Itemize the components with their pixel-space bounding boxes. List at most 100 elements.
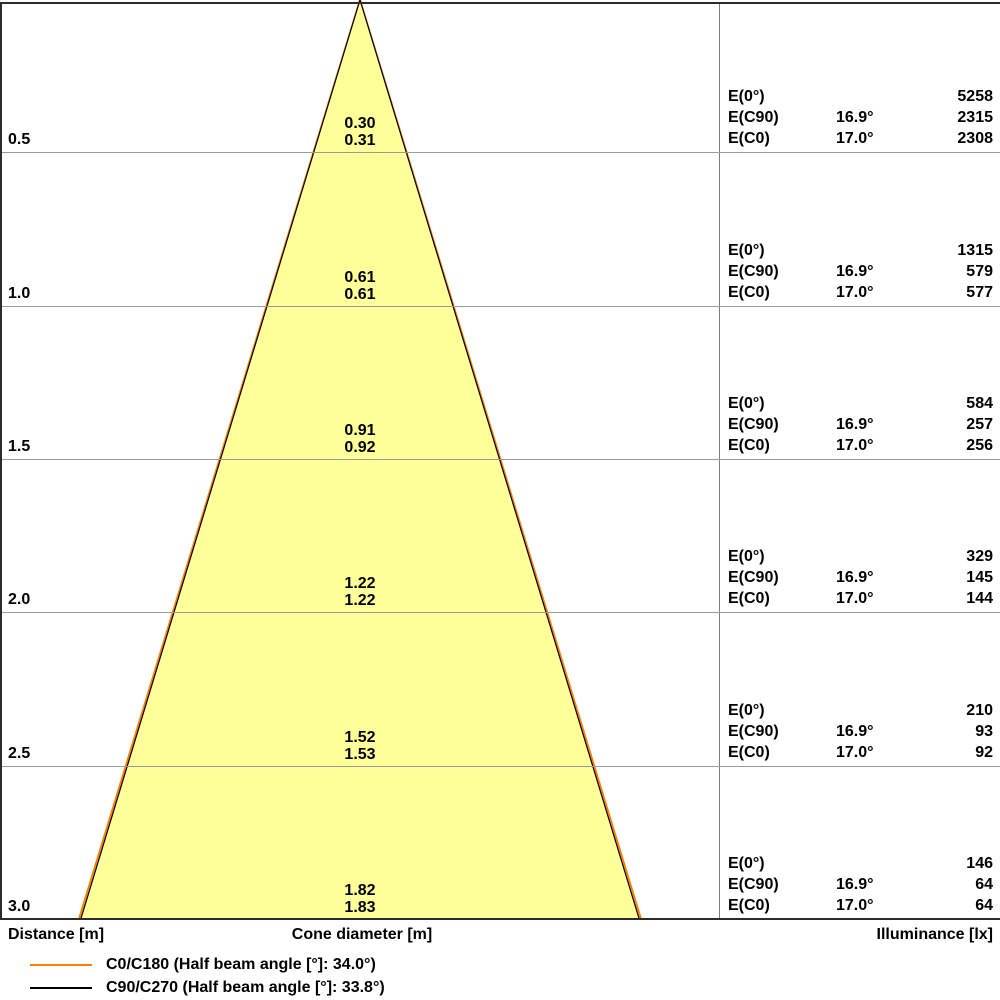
illuminance-row: E(C90) 16.9° 64 xyxy=(728,874,993,895)
legend: C0/C180 (Half beam angle [°]: 34.0°) C90/… xyxy=(30,953,385,999)
cone-diameter-value: 0.61 xyxy=(344,286,376,303)
grid-line xyxy=(0,766,1000,767)
illuminance-row: E(C90) 16.9° 2315 xyxy=(728,107,993,128)
e-plane-label: E(0°) xyxy=(728,548,765,565)
cone-diameter-value: 1.22 xyxy=(344,575,376,592)
illuminance-row: E(0°) 1315 xyxy=(728,240,993,261)
illuminance-value: 92 xyxy=(975,744,993,761)
e-plane-label: E(C0) xyxy=(728,744,770,761)
half-beam-angle: 16.9° xyxy=(836,723,874,740)
e-plane-label: E(0°) xyxy=(728,702,765,719)
distance-value: 1.5 xyxy=(8,438,31,455)
frame-top-border xyxy=(0,2,1000,4)
e-plane-label: E(C90) xyxy=(728,876,779,893)
illuminance-value: 145 xyxy=(966,569,993,586)
e-plane-label: E(0°) xyxy=(728,855,765,872)
illuminance-block: E(0°) 210 E(C90) 16.9° 93 E(C0) 17.0° 92 xyxy=(728,700,993,763)
e-plane-label: E(C0) xyxy=(728,130,770,147)
cone-diameter-values: 0.30 0.31 xyxy=(0,115,720,149)
cone-diameter-value: 0.91 xyxy=(344,422,376,439)
e-plane-label: E(C90) xyxy=(728,109,779,126)
half-beam-angle xyxy=(836,853,933,874)
illuminance-axis-label: Illuminance [lx] xyxy=(876,926,993,943)
cone-diameter-value: 1.52 xyxy=(344,729,376,746)
cone-diameter-axis-label: Cone diameter [m] xyxy=(291,926,433,943)
illuminance-row: E(C0) 17.0° 64 xyxy=(728,895,993,916)
illuminance-value: 579 xyxy=(966,263,993,280)
grid-line xyxy=(0,306,1000,307)
illuminance-value: 584 xyxy=(966,395,993,412)
illuminance-block: E(0°) 1315 E(C90) 16.9° 579 E(C0) 17.0° 577 xyxy=(728,240,993,303)
distance-axis-label: Distance [m] xyxy=(8,926,105,943)
illuminance-block: E(0°) 584 E(C90) 16.9° 257 E(C0) 17.0° 256 xyxy=(728,393,993,456)
illuminance-row: E(C0) 17.0° 144 xyxy=(728,588,993,609)
half-beam-angle: 17.0° xyxy=(836,437,874,454)
cone-diameter-value: 0.30 xyxy=(344,115,376,132)
illuminance-row: E(C90) 16.9° 257 xyxy=(728,414,993,435)
illuminance-value: 64 xyxy=(975,897,993,914)
distance-value: 2.0 xyxy=(8,591,31,608)
cone-diameter-values: 1.52 1.53 xyxy=(0,729,720,763)
illuminance-row: E(C90) 16.9° 145 xyxy=(728,567,993,588)
cone-diameter-value: 1.22 xyxy=(344,592,376,609)
panel-divider-line xyxy=(719,4,720,918)
half-beam-angle xyxy=(836,393,933,414)
cone-diameter-value: 0.61 xyxy=(344,269,376,286)
cone-diameter-value: 1.83 xyxy=(344,899,376,916)
e-plane-label: E(C90) xyxy=(728,569,779,586)
illuminance-row: E(C0) 17.0° 2308 xyxy=(728,128,993,149)
illuminance-value: 5258 xyxy=(957,88,993,105)
illuminance-row: E(C90) 16.9° 93 xyxy=(728,721,993,742)
distance-value: 0.5 xyxy=(8,131,31,148)
cone-diameter-values: 1.22 1.22 xyxy=(0,575,720,609)
half-beam-angle: 17.0° xyxy=(836,284,874,301)
e-plane-label: E(C0) xyxy=(728,897,770,914)
illuminance-row: E(0°) 584 xyxy=(728,393,993,414)
e-plane-label: E(C0) xyxy=(728,590,770,607)
illuminance-row: E(C0) 17.0° 577 xyxy=(728,282,993,303)
cone-diameter-value: 0.92 xyxy=(344,439,376,456)
illuminance-row: E(C0) 17.0° 92 xyxy=(728,742,993,763)
illuminance-value: 2315 xyxy=(957,109,993,126)
illuminance-row: E(0°) 5258 xyxy=(728,86,993,107)
cone-diameter-value: 1.82 xyxy=(344,882,376,899)
axis-labels-row: Distance [m] Cone diameter [m] Illuminan… xyxy=(0,926,1000,946)
half-beam-angle xyxy=(836,700,933,721)
illuminance-value: 257 xyxy=(966,416,993,433)
e-plane-label: E(0°) xyxy=(728,88,765,105)
grid-line xyxy=(0,459,1000,460)
illuminance-value: 256 xyxy=(966,437,993,454)
grid-line xyxy=(0,612,1000,613)
e-plane-label: E(C0) xyxy=(728,437,770,454)
frame-bottom-border xyxy=(0,918,1000,920)
illuminance-value: 577 xyxy=(966,284,993,301)
frame-left-border xyxy=(0,2,2,920)
illuminance-value: 1315 xyxy=(957,242,993,259)
illuminance-block: E(0°) 5258 E(C90) 16.9° 2315 E(C0) 17.0° 2308 xyxy=(728,86,993,149)
cone-diameter-values: 0.61 0.61 xyxy=(0,269,720,303)
illuminance-row: E(C0) 17.0° 256 xyxy=(728,435,993,456)
distance-value: 2.5 xyxy=(8,745,31,762)
grid-line xyxy=(0,152,1000,153)
e-plane-label: E(C90) xyxy=(728,723,779,740)
illuminance-row: E(0°) 146 xyxy=(728,853,993,874)
half-beam-angle: 16.9° xyxy=(836,569,874,586)
half-beam-angle: 16.9° xyxy=(836,416,874,433)
e-plane-label: E(0°) xyxy=(728,242,765,259)
legend-item: C90/C270 (Half beam angle [°]: 33.8°) xyxy=(30,976,385,999)
illuminance-value: 93 xyxy=(975,723,993,740)
legend-line-c90-c270-icon xyxy=(30,986,92,989)
half-beam-angle: 16.9° xyxy=(836,876,874,893)
legend-line-c0-c180-icon xyxy=(30,963,92,966)
illuminance-value: 2308 xyxy=(957,130,993,147)
illuminance-row: E(0°) 210 xyxy=(728,700,993,721)
half-beam-angle xyxy=(836,86,933,107)
illuminance-value: 146 xyxy=(966,855,993,872)
illuminance-row: E(C90) 16.9° 579 xyxy=(728,261,993,282)
cone-diameter-values: 1.82 1.83 xyxy=(0,882,720,916)
half-beam-angle: 16.9° xyxy=(836,263,874,280)
illuminance-value: 64 xyxy=(975,876,993,893)
legend-item: C0/C180 (Half beam angle [°]: 34.0°) xyxy=(30,953,385,976)
legend-item-label: C90/C270 (Half beam angle [°]: 33.8°) xyxy=(106,979,385,996)
